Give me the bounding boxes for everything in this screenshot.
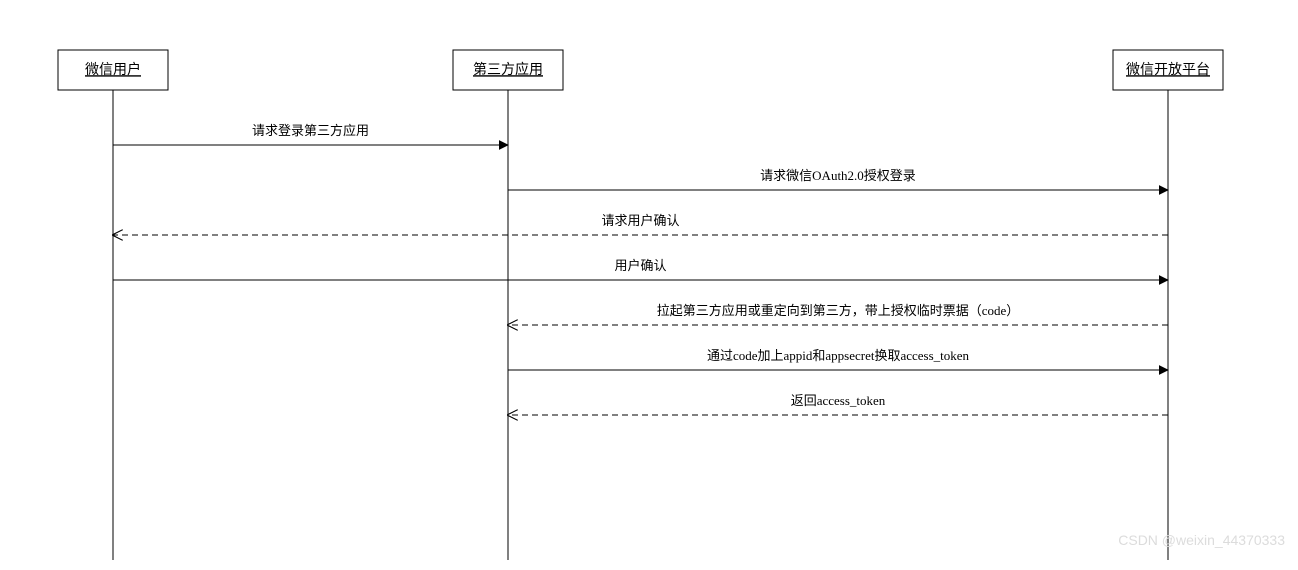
message-label-2: 请求用户确认: [601, 213, 679, 228]
sequence-diagram: 微信用户 第三方应用 微信开放平台请求登录第三方应用请求微信OAuth2.0授权登录…: [0, 0, 1298, 570]
message-label-4: 拉起第三方应用或重定向到第三方，带上授权临时票据（code）: [657, 303, 1020, 318]
message-label-3: 用户确认: [614, 258, 666, 273]
actor-label-app: 第三方应用: [473, 61, 543, 78]
actor-label-platform: 微信开放平台: [1126, 62, 1210, 78]
actor-label-user: 微信用户: [85, 61, 141, 78]
message-label-5: 通过code加上appid和appsecret换取access_token: [707, 348, 970, 363]
message-label-0: 请求登录第三方应用: [252, 123, 369, 138]
message-label-1: 请求微信OAuth2.0授权登录: [760, 168, 916, 183]
watermark-text: CSDN @weixin_44370333: [1118, 532, 1285, 548]
message-label-6: 返回access_token: [791, 393, 886, 408]
